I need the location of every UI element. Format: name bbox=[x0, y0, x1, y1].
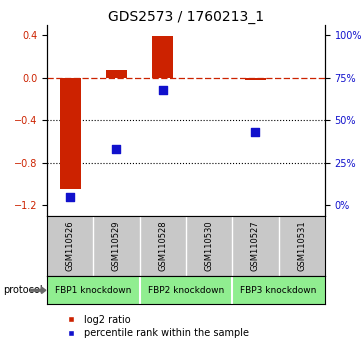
Legend: log2 ratio, percentile rank within the sample: log2 ratio, percentile rank within the s… bbox=[57, 311, 253, 342]
Text: FBP2 knockdown: FBP2 knockdown bbox=[148, 286, 224, 295]
Title: GDS2573 / 1760213_1: GDS2573 / 1760213_1 bbox=[108, 10, 264, 24]
Bar bbox=[245, 78, 266, 80]
Point bbox=[113, 147, 119, 152]
Point bbox=[67, 194, 73, 200]
Text: FBP1 knockdown: FBP1 knockdown bbox=[55, 286, 131, 295]
Text: protocol: protocol bbox=[4, 285, 43, 295]
Text: GSM110530: GSM110530 bbox=[205, 221, 214, 272]
Text: GSM110528: GSM110528 bbox=[158, 221, 167, 272]
Text: GSM110527: GSM110527 bbox=[251, 221, 260, 272]
Bar bbox=[106, 70, 127, 78]
Text: GSM110529: GSM110529 bbox=[112, 221, 121, 271]
Text: GSM110526: GSM110526 bbox=[66, 221, 75, 272]
Bar bbox=[152, 36, 173, 78]
Text: GSM110531: GSM110531 bbox=[297, 221, 306, 272]
Point bbox=[160, 87, 166, 93]
Point bbox=[253, 130, 258, 135]
Text: FBP3 knockdown: FBP3 knockdown bbox=[240, 286, 317, 295]
Bar bbox=[60, 78, 81, 189]
